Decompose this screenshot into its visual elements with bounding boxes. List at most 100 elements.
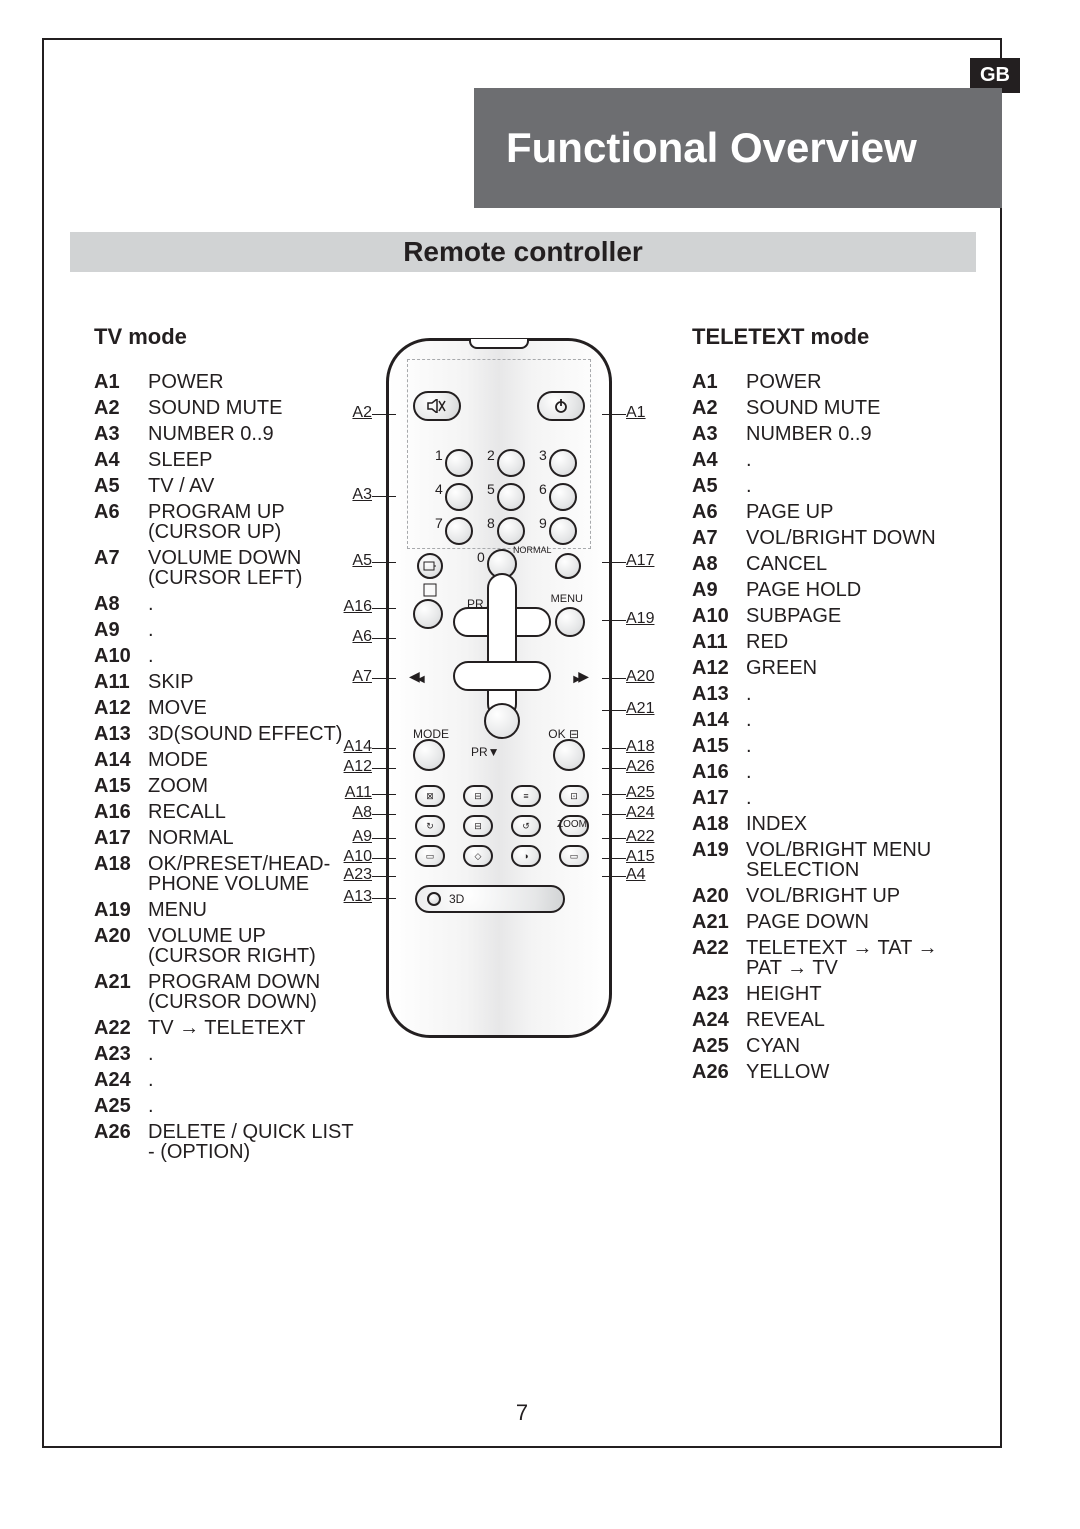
teletext-mode-heading: TELETEXT mode bbox=[692, 324, 869, 350]
list-key: A4 bbox=[94, 450, 148, 470]
list-item: A26DELETE / QUICK LIST - (OPTION) bbox=[94, 1122, 354, 1162]
callout-a21: A21 bbox=[626, 700, 654, 718]
list-value: SOUND MUTE bbox=[746, 398, 962, 418]
list-item: A15ZOOM bbox=[94, 776, 354, 796]
list-key: A14 bbox=[692, 710, 746, 730]
leader-line bbox=[372, 496, 396, 497]
leader-line bbox=[602, 814, 626, 815]
callout-a22: A22 bbox=[626, 828, 654, 846]
three-d-button: 3D bbox=[415, 885, 565, 913]
key-9-label: 9 bbox=[539, 515, 547, 531]
list-value: PAGE UP bbox=[746, 502, 962, 522]
small-row-3: ▭ ◇ ◑ ▭ bbox=[415, 845, 589, 867]
list-item: A21PAGE DOWN bbox=[692, 912, 962, 932]
list-value: . bbox=[746, 788, 962, 808]
section-heading: Remote controller bbox=[70, 232, 976, 272]
mode-button bbox=[413, 739, 445, 771]
title-bar: Functional Overview bbox=[474, 88, 1002, 208]
a10-button: ▭ bbox=[415, 845, 445, 867]
list-value: . bbox=[746, 476, 962, 496]
a15b-button: ◑ bbox=[511, 845, 541, 867]
list-item: A5. bbox=[692, 476, 962, 496]
list-value: VOL/BRIGHT UP bbox=[746, 886, 962, 906]
recall-button bbox=[413, 599, 443, 629]
list-item: A4. bbox=[692, 450, 962, 470]
list-item: A9. bbox=[94, 620, 354, 640]
list-item: A7VOLUME DOWN (CURSOR LEFT) bbox=[94, 548, 354, 588]
list-value: VOL/BRIGHT MENU SELEC­TION bbox=[746, 840, 962, 880]
list-value: . bbox=[746, 710, 962, 730]
list-value: CYAN bbox=[746, 1036, 962, 1056]
three-d-dot bbox=[427, 892, 441, 906]
list-key: A1 bbox=[94, 372, 148, 392]
callout-a10: A10 bbox=[324, 848, 372, 866]
key-2 bbox=[497, 449, 525, 477]
list-item: A20VOL/BRIGHT UP bbox=[692, 886, 962, 906]
callout-a13: A13 bbox=[324, 888, 372, 906]
list-key: A3 bbox=[692, 424, 746, 444]
a23-button: ◇ bbox=[463, 845, 493, 867]
list-item: A7VOL/BRIGHT DOWN bbox=[692, 528, 962, 548]
a22c-button: ↺ bbox=[511, 815, 541, 837]
key-3 bbox=[549, 449, 577, 477]
callout-a4: A4 bbox=[626, 866, 646, 884]
leader-line bbox=[602, 678, 626, 679]
leader-line bbox=[602, 876, 626, 877]
callout-a5: A5 bbox=[324, 552, 372, 570]
list-key: A7 bbox=[94, 548, 148, 588]
list-item: A21PROGRAM DOWN (CURSOR DOWN) bbox=[94, 972, 354, 1012]
list-item: A6PAGE UP bbox=[692, 502, 962, 522]
list-value: MOVE bbox=[148, 698, 354, 718]
key-7-label: 7 bbox=[435, 515, 443, 531]
list-value: RED bbox=[746, 632, 962, 652]
list-item: A11RED bbox=[692, 632, 962, 652]
list-value: VOLUME UP (CURSOR RIGHT) bbox=[148, 926, 354, 966]
list-value: . bbox=[746, 736, 962, 756]
list-value: VOL/BRIGHT DOWN bbox=[746, 528, 962, 548]
list-value: TELETEXT → TAT → PAT → TV bbox=[746, 938, 962, 978]
list-item: A25. bbox=[94, 1096, 354, 1116]
leader-line bbox=[372, 608, 396, 609]
a4-button: ▭ bbox=[559, 845, 589, 867]
list-value: TV → TELETEXT bbox=[148, 1018, 354, 1038]
list-key: A17 bbox=[692, 788, 746, 808]
callout-a1: A1 bbox=[626, 404, 646, 422]
recall-icon bbox=[423, 583, 437, 597]
list-value: . bbox=[746, 762, 962, 782]
callout-a2: A2 bbox=[324, 404, 372, 422]
normal-label: NORMAL bbox=[513, 545, 552, 555]
list-key: A24 bbox=[94, 1070, 148, 1090]
leader-line bbox=[372, 876, 396, 877]
callout-a3: A3 bbox=[324, 486, 372, 504]
list-value: YELLOW bbox=[746, 1062, 962, 1082]
callout-a15: A15 bbox=[626, 848, 654, 866]
leader-line bbox=[602, 838, 626, 839]
key-8-label: 8 bbox=[487, 515, 495, 531]
list-item: A15. bbox=[692, 736, 962, 756]
power-button bbox=[537, 391, 585, 421]
key-6-label: 6 bbox=[539, 481, 547, 497]
list-item: A8. bbox=[94, 594, 354, 614]
callout-a6: A6 bbox=[324, 628, 372, 646]
callout-a24: A24 bbox=[626, 804, 654, 822]
a22b-button: ⊟ bbox=[463, 815, 493, 837]
list-value: . bbox=[148, 646, 354, 666]
a25-button: ⊟ bbox=[463, 785, 493, 807]
list-key: A13 bbox=[94, 724, 148, 744]
page-frame: GB Functional Overview Remote controller… bbox=[42, 38, 1002, 1448]
leader-line bbox=[372, 414, 396, 415]
callout-a12: A12 bbox=[324, 758, 372, 776]
menu-label: MENU bbox=[551, 593, 583, 605]
leader-line bbox=[372, 678, 396, 679]
list-key: A6 bbox=[692, 502, 746, 522]
list-item: A8CANCEL bbox=[692, 554, 962, 574]
callout-a26: A26 bbox=[626, 758, 654, 776]
callout-a19: A19 bbox=[626, 610, 654, 628]
list-item: A11SKIP bbox=[94, 672, 354, 692]
tvav-icon bbox=[423, 560, 437, 572]
list-value: NUMBER 0..9 bbox=[148, 424, 354, 444]
tv-mode-list: A1POWERA2SOUND MUTEA3NUMBER 0..9A4SLEEPA… bbox=[94, 372, 354, 1168]
list-item: A133D(SOUND EFFECT) bbox=[94, 724, 354, 744]
list-item: A22TV → TELETEXT bbox=[94, 1018, 354, 1038]
list-item: A14MODE bbox=[94, 750, 354, 770]
